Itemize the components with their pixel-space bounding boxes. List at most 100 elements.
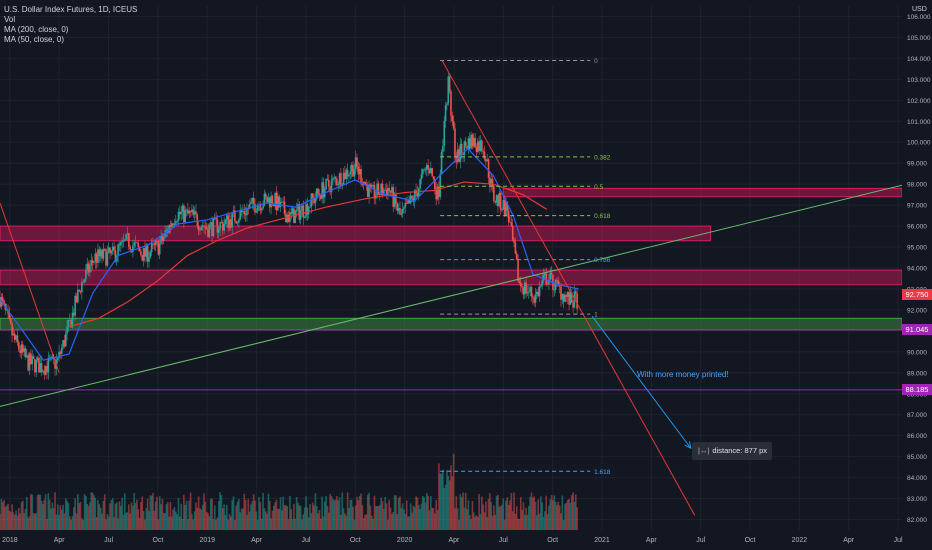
candle (407, 200, 409, 204)
candle (507, 210, 510, 223)
volume-bar (272, 505, 275, 530)
candle (509, 222, 511, 223)
candle (122, 240, 125, 242)
volume-bar (209, 498, 212, 530)
candle (85, 269, 87, 280)
candle (423, 169, 425, 171)
candle (173, 223, 176, 226)
volume-bar (90, 492, 93, 530)
candle (361, 183, 364, 185)
price-tick-label: 95.000 (907, 245, 927, 252)
volume-bar (0, 514, 1, 530)
volume-bar (455, 496, 458, 530)
volume-bar (98, 504, 101, 530)
ma50-line (0, 147, 579, 361)
volume-bar (192, 519, 195, 530)
volume-bar (544, 511, 546, 530)
legend-ma50[interactable]: MA (50, close, 0) (4, 35, 65, 44)
volume-bar (181, 518, 184, 530)
candle (566, 292, 569, 297)
candle (209, 222, 212, 225)
candle (525, 282, 527, 294)
volume-bar (297, 502, 299, 530)
candle (354, 157, 357, 169)
time-axis[interactable]: 2018 Apr Jul Oct 2019 Apr Jul Oct 2020 Apr Jul Oct 2… (0, 530, 932, 550)
candle (397, 208, 400, 211)
candle (231, 212, 233, 228)
candle (332, 178, 334, 181)
candle (369, 184, 372, 187)
volume-bar (427, 495, 429, 530)
candle (319, 194, 322, 199)
candle (389, 190, 392, 193)
candle (568, 292, 570, 305)
candle (216, 219, 219, 233)
candle (521, 286, 523, 288)
zone-green (0, 317, 903, 331)
volume-bar (376, 506, 378, 530)
candle (528, 291, 530, 293)
legend-ma200[interactable]: MA (200, close, 0) (4, 25, 69, 34)
candle (152, 243, 154, 245)
volume-bar (48, 499, 51, 530)
volume-bar (336, 496, 338, 530)
trendlines[interactable] (0, 60, 903, 516)
arrow-note[interactable]: With more money printed! (637, 370, 729, 379)
volume-bar (467, 500, 470, 530)
candle (79, 290, 82, 293)
volume-bar (113, 517, 115, 530)
volume-bar (15, 510, 17, 530)
candle (478, 141, 480, 151)
volume-bar (154, 501, 157, 530)
candle (286, 214, 289, 223)
volume-bar (142, 511, 145, 530)
volume-bar (3, 500, 5, 530)
volume-bar (95, 517, 98, 530)
measure-tooltip: |↔| distance: 877 px (692, 442, 772, 460)
price-tag: 92.750 (902, 288, 932, 300)
candle (388, 188, 391, 191)
legend-vol[interactable]: Vol (4, 15, 16, 24)
candle (188, 210, 191, 214)
volume-bar (275, 499, 278, 530)
volume-bar (170, 516, 173, 530)
volume-bar (380, 497, 382, 530)
volume-bar (262, 492, 264, 530)
volume-bar (42, 504, 44, 530)
candle (463, 141, 466, 155)
candle (30, 353, 32, 364)
candle (487, 159, 490, 178)
price-axis[interactable]: 82.00083.00084.00085.00086.00087.00088.0… (902, 0, 932, 550)
volume-bar (267, 493, 270, 530)
zone-red (0, 225, 712, 242)
volume-bar (68, 516, 71, 530)
price-tick-label: 92.000 (907, 307, 927, 314)
candle (260, 208, 263, 211)
volume-bar (416, 497, 419, 530)
time-tick-label: Apr (251, 537, 263, 544)
symbol-title[interactable]: U.S. Dollar Index Futures, 1D, ICEUS (4, 5, 138, 14)
candle (266, 196, 268, 203)
volume-bar (236, 501, 239, 530)
volume-bar (270, 518, 272, 530)
volume-bar (432, 508, 435, 530)
candle (54, 358, 56, 369)
volume-bar (536, 515, 538, 530)
candle (502, 199, 505, 210)
volume-bar (175, 511, 177, 530)
volume-bar (87, 506, 90, 530)
volume-bar (13, 514, 16, 530)
volume-bar (415, 496, 417, 530)
volume-bar (298, 505, 301, 530)
volume-bar (302, 514, 305, 530)
candle (181, 205, 184, 212)
volume-bar (133, 492, 136, 530)
candle (179, 211, 181, 215)
candle (313, 198, 315, 204)
candle (236, 222, 239, 224)
volume-bar (486, 516, 488, 530)
volume-bar (430, 495, 432, 530)
fibonacci-retracement[interactable]: 0 0.382 0.5 0.618 0.786 1 1.618 (440, 58, 611, 476)
volume-bar (168, 516, 170, 530)
